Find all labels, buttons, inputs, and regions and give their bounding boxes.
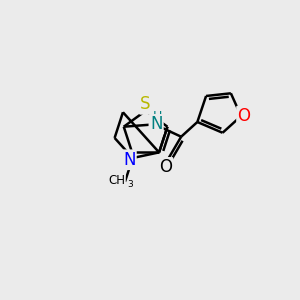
- Text: O: O: [159, 158, 172, 176]
- Text: S: S: [140, 95, 151, 113]
- Text: CH: CH: [108, 174, 125, 187]
- Text: O: O: [238, 107, 250, 125]
- Text: N: N: [150, 116, 162, 134]
- Text: N: N: [123, 151, 135, 169]
- Text: 3: 3: [128, 180, 133, 189]
- Text: H: H: [152, 110, 162, 123]
